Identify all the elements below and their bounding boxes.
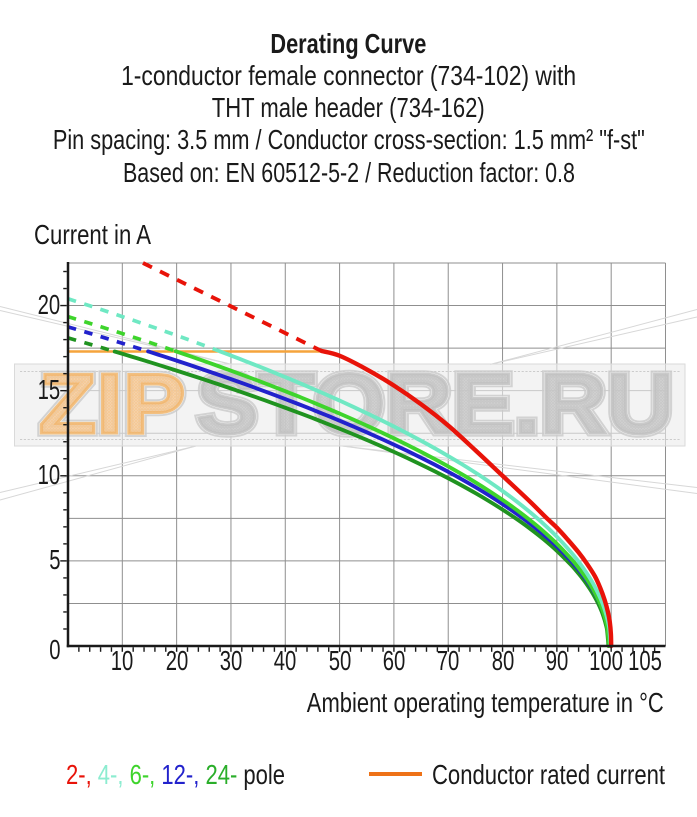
x-tick-label: 10: [111, 644, 134, 676]
svg-text:ZIP: ZIP: [39, 357, 186, 452]
curve-6-pole: [173, 349, 611, 648]
grid-lines: [68, 262, 666, 646]
legend-pole-suffix: pole: [237, 759, 285, 790]
x-axis-title: Ambient operating temperature in °C: [306, 687, 664, 719]
chart-subtitle-pinspacing: Pin spacing: 3.5 mm / Conductor cross-se…: [52, 124, 645, 156]
curve-2-pole: [319, 348, 614, 649]
x-tick-label: 20: [165, 644, 188, 676]
title-line: 1-conductor female connector (734-102) w…: [0, 60, 697, 92]
legend-item-2-pole: 2-,: [66, 759, 92, 790]
title-line: Based on: EN 60512-5-2 / Reduction facto…: [0, 157, 697, 189]
title-line: THT male header (734-162): [0, 92, 697, 124]
y-tick-label: 15: [37, 373, 61, 405]
x-tick-label: 105: [628, 644, 663, 676]
svg-text:ZIP: ZIP: [39, 357, 186, 452]
x-tick-50: 50: [324, 644, 355, 676]
y-axis-title: Current in A: [34, 219, 152, 251]
title-block: Derating Curve 1-conductor female connec…: [0, 28, 697, 189]
legend-item-24-pole: 24-: [199, 759, 238, 790]
x-tick-label: 40: [273, 644, 297, 676]
x-tick-90: 90: [541, 644, 572, 676]
chart-subtitle-header: THT male header (734-162): [211, 92, 485, 124]
x-tick-label: 90: [545, 644, 569, 676]
x-tick-80: 80: [487, 644, 518, 676]
y-tick-label: 20: [37, 288, 61, 320]
axis-ticks: [60, 270, 656, 652]
curve-dashed-6-pole: [67, 314, 178, 354]
legend-rated-current-line: [368, 771, 422, 776]
y-tick-label: 0: [49, 634, 61, 665]
y-tick-0: 0: [0, 634, 61, 665]
x-tick-40: 40: [270, 644, 301, 676]
title-line: Derating Curve: [0, 28, 697, 60]
legend-poles: 2-, 4-, 6-, 12-, 24- pole: [66, 761, 285, 789]
legend-item-6-pole: 6-,: [123, 759, 156, 790]
watermark-rays: [0, 306, 697, 501]
chart-subtitle-connector: 1-conductor female connector (734-102) w…: [121, 59, 576, 91]
x-tick-60: 60: [378, 644, 409, 676]
y-tick-15: 15: [0, 373, 61, 405]
chart-title: Derating Curve: [270, 27, 427, 59]
x-tick-10: 10: [107, 644, 138, 676]
legend-item-12-pole: 12-,: [155, 759, 200, 790]
curve-dashed-4-pole: [67, 296, 224, 354]
legend-item-4-pole: 4-,: [91, 759, 124, 790]
x-tick-label: 100: [589, 644, 623, 676]
svg-text:ZIP: ZIP: [39, 357, 186, 452]
legend-rated-current-label: Conductor rated current: [431, 759, 665, 790]
axes: [66, 262, 666, 648]
x-tick-70: 70: [433, 644, 464, 676]
x-tick-label: 80: [491, 644, 514, 676]
curve-dashed-24-pole: [67, 336, 116, 354]
x-tick-label: 30: [219, 644, 243, 676]
curve-dashed-12-pole: [67, 325, 150, 354]
derating-curves: [67, 261, 614, 649]
x-tick-100: 100: [583, 644, 630, 676]
curve-4-pole: [218, 349, 613, 648]
y-tick-5: 5: [0, 543, 61, 575]
y-tick-20: 20: [0, 288, 61, 320]
y-tick-10: 10: [0, 458, 61, 490]
x-tick-105: 105: [622, 644, 669, 676]
x-tick-label: 50: [328, 644, 351, 676]
x-tick-label: 70: [436, 644, 460, 676]
x-tick-label: 60: [382, 644, 406, 676]
title-line: Pin spacing: 3.5 mm / Conductor cross-se…: [0, 124, 697, 156]
y-tick-label: 10: [37, 458, 61, 490]
chart-subtitle-basedon: Based on: EN 60512-5-2 / Reduction facto…: [122, 156, 575, 188]
y-tick-label: 5: [49, 543, 61, 575]
curve-dashed-2-pole: [142, 261, 323, 353]
x-tick-20: 20: [161, 644, 192, 676]
x-tick-30: 30: [215, 644, 246, 676]
